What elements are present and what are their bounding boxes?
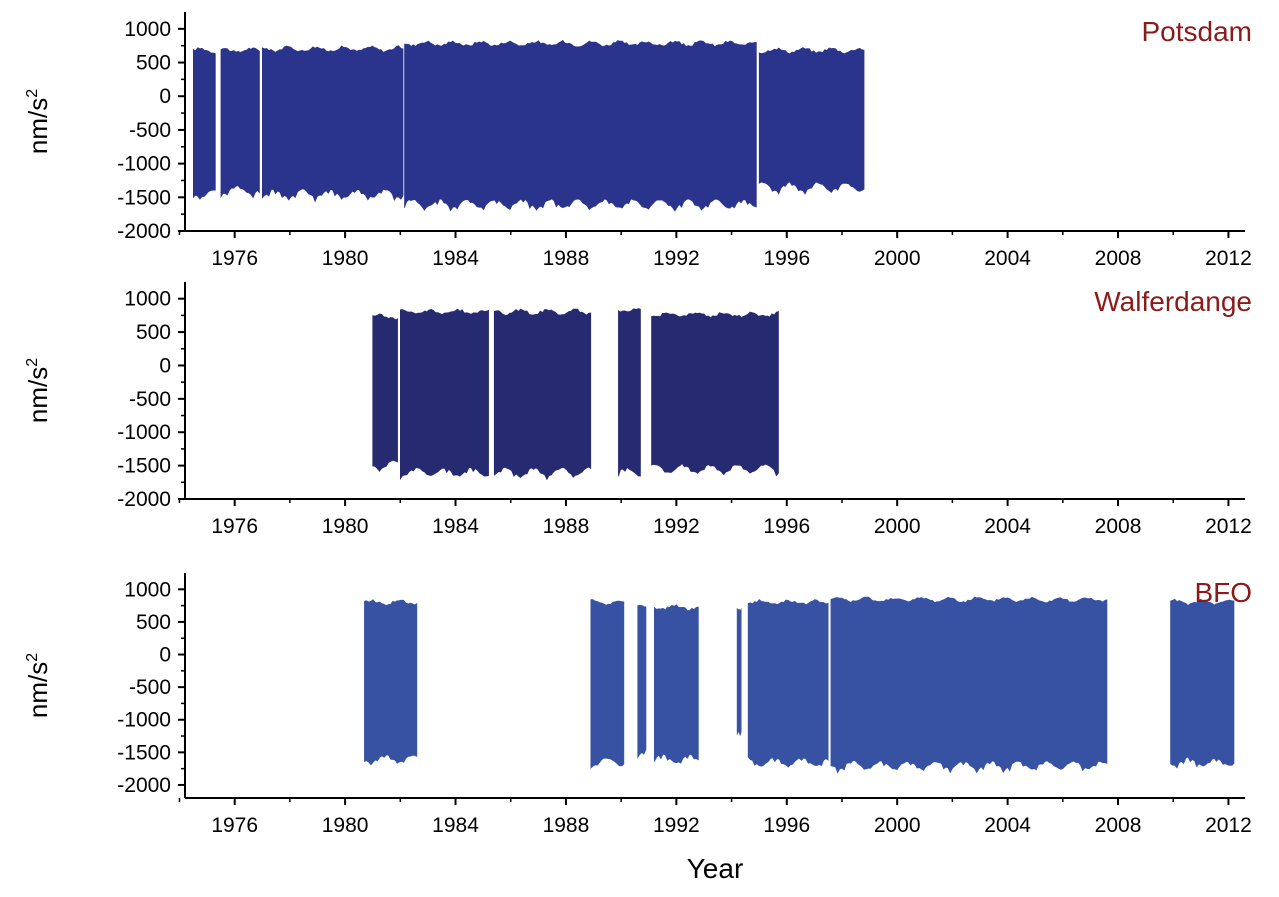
y-tick-label-3-3: 0 xyxy=(159,644,171,667)
x-tick-label-3-8: 2004 xyxy=(984,814,1031,837)
y-tick-label-2-7: -2000 xyxy=(117,488,171,511)
x-tick-label-2-5: 1992 xyxy=(653,515,700,538)
data-segment-3-6 xyxy=(747,598,829,768)
y-tick-label-1-5: -1000 xyxy=(117,153,171,176)
y-tick-label-3-5: -1000 xyxy=(117,709,171,732)
data-segment-2-1 xyxy=(372,313,398,472)
x-tick-label-3-6: 1996 xyxy=(763,814,810,837)
x-tick-label-3-5: 1992 xyxy=(653,814,700,837)
y-tick-label-1-7: -2000 xyxy=(117,220,171,243)
data-segment-1-4 xyxy=(404,40,757,212)
x-tick-label-3-1: 1976 xyxy=(211,814,258,837)
y-tick-label-1-4: -500 xyxy=(129,119,171,142)
x-tick-label-3-2: 1980 xyxy=(322,814,369,837)
data-segment-3-7 xyxy=(830,596,1108,774)
station-title-1: Potsdam xyxy=(1142,16,1253,47)
data-segment-1-3 xyxy=(262,45,404,203)
x-axis-title: Year xyxy=(687,853,744,884)
y-tick-label-1-6: -1500 xyxy=(117,186,171,209)
x-tick-label-2-2: 1980 xyxy=(322,515,369,538)
data-segment-2-3 xyxy=(493,308,592,481)
data-segment-1-1 xyxy=(193,47,216,200)
x-tick-label-2-8: 2004 xyxy=(984,515,1031,538)
x-tick-label-3-4: 1988 xyxy=(543,814,590,837)
y-tick-label-1-2: 500 xyxy=(136,52,171,75)
y-tick-label-2-5: -1000 xyxy=(117,421,171,444)
x-tick-label-1-2: 1980 xyxy=(322,247,369,270)
x-tick-label-2-10: 2012 xyxy=(1205,515,1252,538)
y-axis-label-2: nm/s2 xyxy=(23,358,53,423)
data-segment-2-5 xyxy=(651,310,779,477)
station-title-3: BFO xyxy=(1194,577,1252,608)
x-tick-label-3-9: 2008 xyxy=(1095,814,1142,837)
x-tick-label-2-9: 2008 xyxy=(1095,515,1142,538)
data-segment-3-3 xyxy=(637,604,647,759)
y-tick-label-3-7: -2000 xyxy=(117,774,171,797)
y-axis-label-3: nm/s2 xyxy=(23,653,53,718)
data-segment-3-8 xyxy=(1170,598,1235,769)
y-tick-label-3-1: 1000 xyxy=(124,578,171,601)
x-tick-label-1-3: 1984 xyxy=(432,247,479,270)
x-tick-label-2-4: 1988 xyxy=(543,515,590,538)
station-title-2: Walferdange xyxy=(1094,286,1252,317)
y-tick-label-1-1: 1000 xyxy=(124,18,171,41)
x-tick-label-1-9: 2008 xyxy=(1095,247,1142,270)
data-segment-2-4 xyxy=(618,308,641,477)
data-segment-2-2 xyxy=(400,308,489,480)
x-tick-label-3-10: 2012 xyxy=(1205,814,1252,837)
y-tick-label-2-2: 500 xyxy=(136,321,171,344)
data-segment-1-2 xyxy=(220,47,260,199)
x-tick-label-1-4: 1988 xyxy=(543,247,590,270)
x-tick-label-2-6: 1996 xyxy=(763,515,810,538)
x-tick-label-1-8: 2004 xyxy=(984,247,1031,270)
data-segment-3-2 xyxy=(590,599,625,770)
x-tick-label-2-1: 1976 xyxy=(211,515,258,538)
x-tick-label-1-6: 1996 xyxy=(763,247,810,270)
x-tick-label-2-7: 2000 xyxy=(874,515,921,538)
x-tick-label-3-7: 2000 xyxy=(874,814,921,837)
x-tick-label-2-3: 1984 xyxy=(432,515,479,538)
y-tick-label-2-3: 0 xyxy=(159,354,171,377)
x-tick-label-1-7: 2000 xyxy=(874,247,921,270)
data-segment-3-1 xyxy=(364,599,418,766)
data-segment-1-5 xyxy=(758,47,865,195)
y-tick-label-2-6: -1500 xyxy=(117,455,171,478)
y-tick-label-1-3: 0 xyxy=(159,85,171,108)
y-tick-label-3-2: 500 xyxy=(136,611,171,634)
y-tick-label-2-1: 1000 xyxy=(124,288,171,311)
y-tick-label-3-6: -1500 xyxy=(117,741,171,764)
x-tick-label-3-3: 1984 xyxy=(432,814,479,837)
y-tick-label-2-4: -500 xyxy=(129,388,171,411)
x-tick-label-1-5: 1992 xyxy=(653,247,700,270)
y-tick-label-3-4: -500 xyxy=(129,676,171,699)
data-segment-3-5 xyxy=(736,607,742,737)
x-tick-label-1-1: 1976 xyxy=(211,247,258,270)
y-axis-label-1: nm/s2 xyxy=(23,89,53,154)
data-segment-3-4 xyxy=(654,604,699,764)
x-tick-label-1-10: 2012 xyxy=(1205,247,1252,270)
